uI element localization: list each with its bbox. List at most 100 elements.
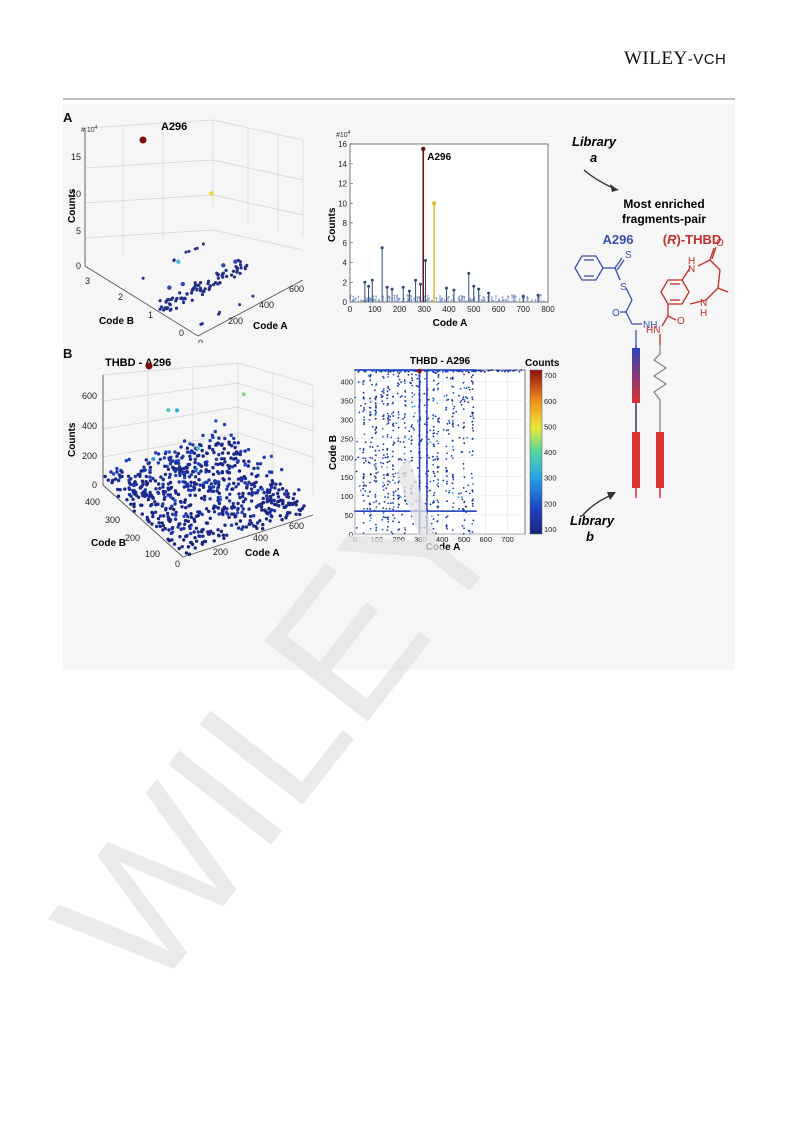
abar-noise-point bbox=[426, 299, 429, 302]
b3d-point bbox=[252, 484, 257, 489]
abar-ylabel: Counts bbox=[327, 207, 338, 242]
svg-text:400: 400 bbox=[82, 421, 97, 431]
bheat-point bbox=[496, 369, 499, 372]
bheat-point bbox=[418, 391, 421, 394]
bheat-point bbox=[418, 385, 421, 387]
b3d-point bbox=[141, 482, 145, 486]
bheat-point bbox=[426, 440, 428, 442]
b3d-point bbox=[229, 444, 234, 448]
bheat-point bbox=[382, 435, 384, 438]
bheat-point bbox=[376, 445, 379, 447]
bheat-point bbox=[418, 418, 421, 421]
b3d-point bbox=[160, 521, 164, 525]
bheat-point bbox=[413, 428, 415, 431]
b3d-point bbox=[236, 507, 240, 512]
b3d-point bbox=[243, 463, 247, 467]
b3d-point bbox=[153, 500, 157, 504]
b3d-point bbox=[126, 474, 131, 478]
bheat-point bbox=[453, 405, 456, 408]
bheat-point bbox=[432, 518, 435, 520]
b3d-point bbox=[167, 528, 171, 532]
bheat-point bbox=[403, 379, 406, 381]
abar-xtick: 100 bbox=[368, 305, 382, 314]
abar-stem-head bbox=[431, 201, 437, 206]
b3d-point bbox=[158, 514, 163, 518]
abar-noise-point bbox=[349, 294, 352, 297]
bheat-point bbox=[426, 432, 428, 435]
bheat-point bbox=[426, 513, 428, 516]
b3d-point bbox=[175, 467, 179, 471]
bheat-point bbox=[451, 475, 454, 477]
bheat-point bbox=[370, 517, 372, 519]
bheat-point bbox=[418, 501, 421, 503]
abar-ytick: 12 bbox=[338, 180, 347, 189]
bheat-point bbox=[374, 384, 377, 387]
svg-text:10: 10 bbox=[71, 189, 81, 199]
b3d-point bbox=[284, 504, 288, 508]
bheat-point bbox=[436, 505, 439, 508]
abar-noise-point bbox=[480, 299, 483, 301]
bheat-point bbox=[369, 508, 372, 510]
bheat-point bbox=[392, 370, 395, 373]
abar-ytick: 2 bbox=[343, 278, 348, 287]
bheat-point bbox=[463, 373, 465, 376]
bheat-point bbox=[426, 491, 428, 494]
svg-text:600: 600 bbox=[289, 284, 304, 294]
bheat-point bbox=[384, 516, 387, 519]
abar-noise-point bbox=[352, 295, 355, 298]
bheat-point bbox=[364, 370, 367, 373]
a3d-point bbox=[238, 271, 242, 275]
abar-xtick: 0 bbox=[348, 305, 353, 314]
bheat-point bbox=[470, 380, 473, 383]
bheat-point bbox=[363, 512, 365, 514]
b3d-point bbox=[143, 494, 147, 499]
abar-noise-point bbox=[478, 294, 481, 297]
b3d-point bbox=[201, 433, 205, 438]
b3d-point bbox=[271, 492, 275, 497]
b3d-point bbox=[149, 493, 154, 498]
b3d-point bbox=[183, 522, 187, 526]
bheat-point bbox=[471, 454, 474, 456]
bheat-point bbox=[375, 411, 378, 414]
bheat-point bbox=[433, 445, 435, 448]
bheat-point bbox=[460, 496, 463, 499]
bheat-point bbox=[402, 472, 404, 475]
b3d-point bbox=[252, 514, 256, 518]
bheat-point bbox=[404, 400, 407, 403]
bheat-point bbox=[387, 414, 390, 417]
bheat-point bbox=[370, 513, 372, 516]
bheat-point bbox=[381, 395, 384, 398]
b3d-point bbox=[182, 538, 186, 542]
b3d-point bbox=[115, 466, 119, 471]
b3d-point bbox=[220, 470, 224, 474]
bheat-point bbox=[404, 382, 406, 385]
bheat-point bbox=[452, 445, 454, 448]
bheat-point bbox=[464, 396, 467, 398]
b3d-point bbox=[192, 517, 196, 521]
bheat-point bbox=[415, 499, 417, 502]
bheat-point bbox=[426, 436, 428, 439]
bheat-point bbox=[386, 423, 389, 425]
abar-noise-point bbox=[439, 295, 441, 297]
bheat-point bbox=[418, 530, 421, 532]
bheat-point bbox=[426, 514, 428, 517]
b3d-point bbox=[239, 449, 243, 454]
b3d-point bbox=[175, 454, 179, 458]
b3d-point bbox=[248, 519, 252, 523]
bheat-point bbox=[418, 394, 421, 397]
bheat-point bbox=[426, 391, 428, 394]
b3d-point bbox=[211, 447, 215, 452]
a3d-point bbox=[169, 307, 173, 311]
svg-text:N: N bbox=[700, 298, 707, 309]
bheat-point bbox=[468, 388, 471, 391]
b3d-point bbox=[227, 471, 232, 475]
bheat-point bbox=[465, 505, 468, 508]
library-scheme: Library a Most enriched fragments-pair A… bbox=[570, 134, 729, 544]
b3d-point bbox=[213, 429, 217, 434]
a3d-point bbox=[209, 191, 214, 196]
bheat-point bbox=[472, 406, 475, 408]
b3d-point bbox=[156, 461, 160, 465]
bheat-point bbox=[463, 398, 466, 401]
a3d-ylabel: Code B bbox=[99, 316, 134, 327]
